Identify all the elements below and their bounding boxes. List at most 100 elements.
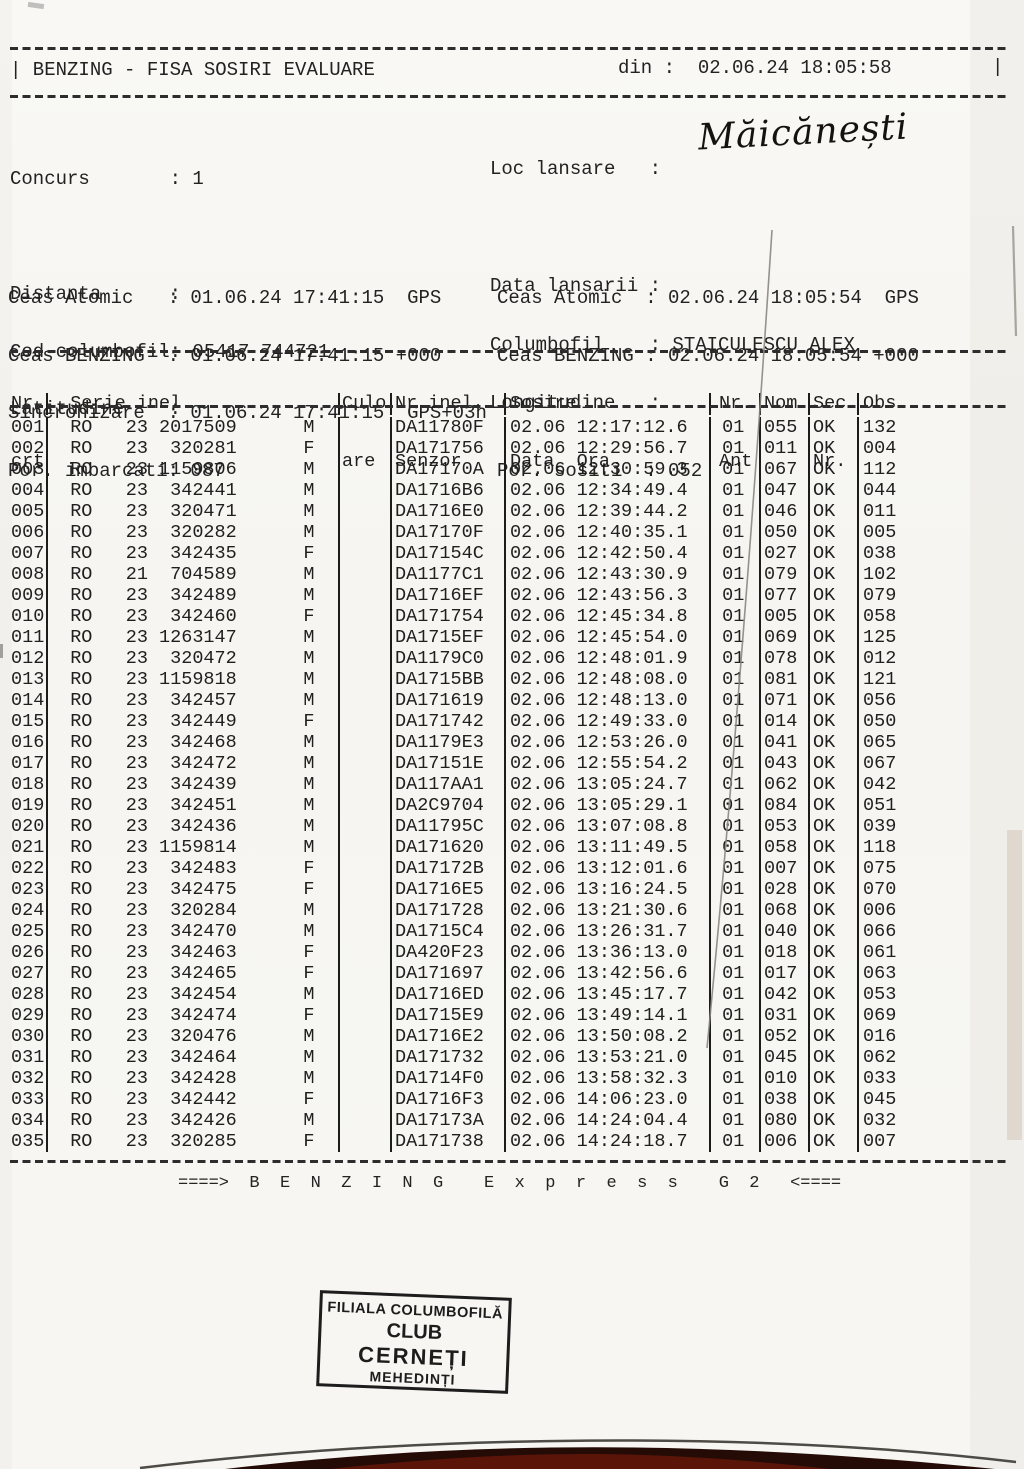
cell-sec-nr: OK xyxy=(810,858,859,879)
cell-sec-nr: OK xyxy=(810,837,859,858)
cell-crt: 031 xyxy=(8,1047,48,1068)
table-row: 026 RO 23 342463 F DA420F23 02.06 13:36:13… xyxy=(8,942,959,963)
table-row: 021 RO 23 1159814 M DA171620 02.06 13:11:4… xyxy=(8,837,959,858)
cell-crt: 013 xyxy=(8,669,48,690)
cell-obs: 075 xyxy=(863,858,897,879)
clock-line-atomic: Ceas Atomic : 01.06.24 17:41:15 GPS xyxy=(8,287,442,309)
cell-nom: 055 xyxy=(761,417,810,438)
cell-crt: 014 xyxy=(8,690,48,711)
table-row: 034 RO 23 342426 M DA17173A 02.06 14:24:04… xyxy=(8,1110,959,1131)
cell-obs: 051 xyxy=(863,795,897,816)
cell-nr-inel-senzor: DA1179E3 xyxy=(392,732,506,753)
cell-nr-ant: 01 xyxy=(711,711,761,732)
cell-sosire: 02.06 12:30:59.3 xyxy=(506,459,711,480)
cell-sosire: 02.06 12:39:44.2 xyxy=(506,501,711,522)
cell-sosire: 02.06 14:06:23.0 xyxy=(506,1089,711,1110)
table-dash-top xyxy=(10,350,1006,353)
cell-crt: 011 xyxy=(8,627,48,648)
cell-nom: 010 xyxy=(761,1068,810,1089)
table-row: 013 RO 23 1159818 M DA1715BB 02.06 12:48:0… xyxy=(8,669,959,690)
cell-nr-ant: 01 xyxy=(711,942,761,963)
cell-culoare xyxy=(338,900,392,921)
cell-obs: 066 xyxy=(863,921,897,942)
cell-sec-nr: OK xyxy=(810,963,859,984)
cell-culoare xyxy=(338,711,392,732)
cell-nr-inel-senzor: DA17170F xyxy=(392,522,506,543)
cell-obs: 062 xyxy=(863,1047,897,1068)
header-cell-senzor: Nr.inel xyxy=(392,393,506,415)
cell-nom: 038 xyxy=(761,1089,810,1110)
header-cell-sosire-2: Data Ora xyxy=(506,451,711,473)
cell-serie-inel: RO 23 1159806 M xyxy=(48,459,315,480)
cell-culoare xyxy=(338,522,392,543)
cell-nr-ant: 01 xyxy=(711,858,761,879)
cell-crt: 035 xyxy=(8,1131,48,1152)
clock-line-atomic-2: Ceas Atomic : 02.06.24 18:05:54 GPS xyxy=(497,287,919,309)
cell-sosire: 02.06 13:05:29.1 xyxy=(506,795,711,816)
cell-serie-inel: RO 23 1263147 M xyxy=(48,627,315,648)
cell-culoare xyxy=(338,942,392,963)
cell-sec-nr: OK xyxy=(810,1026,859,1047)
cell-nr-ant: 01 xyxy=(711,459,761,480)
cell-nom: 041 xyxy=(761,732,810,753)
cell-nom: 006 xyxy=(761,1131,810,1152)
table-row: 031 RO 23 342464 M DA171732 02.06 13:53:21… xyxy=(8,1047,959,1068)
cell-crt: 009 xyxy=(8,585,48,606)
cell-sosire: 02.06 12:48:08.0 xyxy=(506,669,711,690)
table-row: 010 RO 23 342460 F DA171754 02.06 12:45:34… xyxy=(8,606,959,627)
cell-nr-ant: 01 xyxy=(711,606,761,627)
cell-culoare xyxy=(338,606,392,627)
cell-nr-inel-senzor: DA2C9704 xyxy=(392,795,506,816)
cell-nr-ant: 01 xyxy=(711,753,761,774)
left-edge-notch xyxy=(0,644,3,658)
table-row: 020 RO 23 342436 M DA11795C 02.06 13:07:08… xyxy=(8,816,959,837)
cell-culoare xyxy=(338,1047,392,1068)
cell-culoare xyxy=(338,858,392,879)
cell-culoare xyxy=(338,1005,392,1026)
cell-sosire: 02.06 13:53:21.0 xyxy=(506,1047,711,1068)
cell-nr-ant: 01 xyxy=(711,963,761,984)
cell-serie-inel: RO 23 342435 F xyxy=(48,543,315,564)
cell-culoare xyxy=(338,963,392,984)
cell-obs: 033 xyxy=(863,1068,897,1089)
cell-culoare xyxy=(338,669,392,690)
cell-serie-inel: RO 23 320476 M xyxy=(48,1026,315,1047)
cell-nom: 045 xyxy=(761,1047,810,1068)
cell-serie-inel: RO 23 342475 F xyxy=(48,879,315,900)
cell-obs: 044 xyxy=(863,480,897,501)
table-row: 016 RO 23 342468 M DA1179E3 02.06 12:53:26… xyxy=(8,732,959,753)
cell-crt: 015 xyxy=(8,711,48,732)
cell-crt: 021 xyxy=(8,837,48,858)
header-cell-serie: Serie inel xyxy=(48,393,182,414)
cell-nom: 031 xyxy=(761,1005,810,1026)
cell-obs: 118 xyxy=(863,837,897,858)
table-row: 019 RO 23 342451 M DA2C9704 02.06 13:05:29… xyxy=(8,795,959,816)
cell-sosire: 02.06 12:49:33.0 xyxy=(506,711,711,732)
table-row: 011 RO 23 1263147 M DA1715EF 02.06 12:45:5… xyxy=(8,627,959,648)
header-cell-sec: Sec xyxy=(810,393,859,415)
info-line-latitudine: Latitudine : xyxy=(10,398,182,420)
cell-nr-inel-senzor: DA1179C0 xyxy=(392,648,506,669)
cell-obs: 112 xyxy=(863,459,897,480)
cell-nom: 007 xyxy=(761,858,810,879)
cell-serie-inel: RO 23 342428 M xyxy=(48,1068,315,1089)
cell-obs: 012 xyxy=(863,648,897,669)
cell-culoare xyxy=(338,732,392,753)
cell-obs: 016 xyxy=(863,1026,897,1047)
cell-sosire: 02.06 13:05:24.7 xyxy=(506,774,711,795)
cell-culoare xyxy=(338,1026,392,1047)
cell-nr-ant: 01 xyxy=(711,1110,761,1131)
cell-nr-ant: 01 xyxy=(711,438,761,459)
cell-sosire: 02.06 13:26:31.7 xyxy=(506,921,711,942)
cell-sec-nr: OK xyxy=(810,543,859,564)
table-row: 033 RO 23 342442 F DA1716F3 02.06 14:06:23… xyxy=(8,1089,959,1110)
club-stamp: FILIALA COLUMBOFILĂ CLUB CERNEȚI MEHEDIN… xyxy=(316,1290,512,1394)
cell-sec-nr: OK xyxy=(810,732,859,753)
cell-sosire: 02.06 13:07:08.8 xyxy=(506,816,711,837)
table-body: 001 RO 23 2017509 M DA11780F 02.06 12:17:1… xyxy=(8,417,959,1152)
cell-nr-ant: 01 xyxy=(711,732,761,753)
cell-nom: 077 xyxy=(761,585,810,606)
cell-nr-ant: 01 xyxy=(711,522,761,543)
cell-sec-nr: OK xyxy=(810,1131,859,1152)
table-row: 035 RO 23 320285 F DA171738 02.06 14:24:18… xyxy=(8,1131,959,1152)
